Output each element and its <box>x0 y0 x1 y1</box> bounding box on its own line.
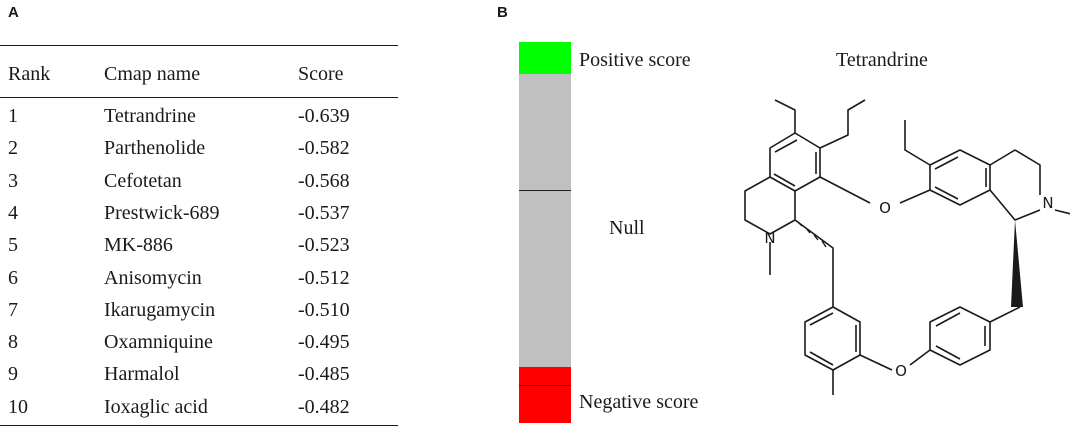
row-8-rank: 8 <box>8 331 18 353</box>
atom-nitrogen-label: N <box>1042 194 1053 212</box>
row-9-rank: 9 <box>8 363 18 385</box>
row-3-name: Cefotetan <box>104 170 182 192</box>
row-1-rank: 1 <box>8 105 18 127</box>
atom-nitrogen-label: N <box>764 229 775 247</box>
atom-oxygen-label: O <box>895 362 907 380</box>
positive-score-label: Positive score <box>579 49 691 71</box>
row-1-name: Tetrandrine <box>104 105 196 127</box>
header-rank: Rank <box>8 63 51 85</box>
row-7-name: Ikarugamycin <box>104 299 216 321</box>
atom-oxygen-label: O <box>879 199 891 217</box>
row-9-name: Harmalol <box>104 363 180 385</box>
wedge-bond <box>1011 220 1023 307</box>
row-4-rank: 4 <box>8 202 18 224</box>
row-7-score: -0.510 <box>298 299 350 321</box>
row-4-name: Prestwick-689 <box>104 202 220 224</box>
row-10-rank: 10 <box>8 396 28 418</box>
atom-labels: O O N N <box>764 194 1053 380</box>
row-3-score: -0.568 <box>298 170 350 192</box>
table-header-rule <box>0 97 398 98</box>
positive-score-segment <box>519 42 571 74</box>
row-2-score: -0.582 <box>298 137 350 159</box>
row-6-rank: 6 <box>8 267 18 289</box>
row-6-score: -0.512 <box>298 267 350 289</box>
row-3-rank: 3 <box>8 170 18 192</box>
negative-score-segment <box>519 367 571 423</box>
header-score: Score <box>298 63 344 85</box>
table-bottom-rule <box>0 425 398 426</box>
negative-divider-line <box>519 385 571 386</box>
panel-a-label: A <box>8 4 19 21</box>
row-5-rank: 5 <box>8 234 18 256</box>
null-segment <box>519 74 571 367</box>
header-cmap-name: Cmap name <box>104 63 201 85</box>
row-1-score: -0.639 <box>298 105 350 127</box>
compound-name: Tetrandrine <box>836 49 928 71</box>
tetrandrine-structure: O O N N <box>744 99 1070 395</box>
row-8-score: -0.495 <box>298 331 350 353</box>
negative-score-label: Negative score <box>579 391 699 413</box>
null-divider-line <box>519 190 571 191</box>
structure-bonds <box>744 99 1070 395</box>
row-10-name: Ioxaglic acid <box>104 396 208 418</box>
row-9-score: -0.485 <box>298 363 350 385</box>
row-2-name: Parthenolide <box>104 137 206 159</box>
table-top-rule <box>0 45 398 46</box>
null-label: Null <box>609 217 645 239</box>
row-6-name: Anisomycin <box>104 267 202 289</box>
row-10-score: -0.482 <box>298 396 350 418</box>
panel-b-label: B <box>497 4 508 21</box>
row-5-score: -0.523 <box>298 234 350 256</box>
row-2-rank: 2 <box>8 137 18 159</box>
row-8-name: Oxamniquine <box>104 331 213 353</box>
hashed-bond <box>797 221 827 248</box>
row-5-name: MK-886 <box>104 234 173 256</box>
row-4-score: -0.537 <box>298 202 350 224</box>
row-7-rank: 7 <box>8 299 18 321</box>
